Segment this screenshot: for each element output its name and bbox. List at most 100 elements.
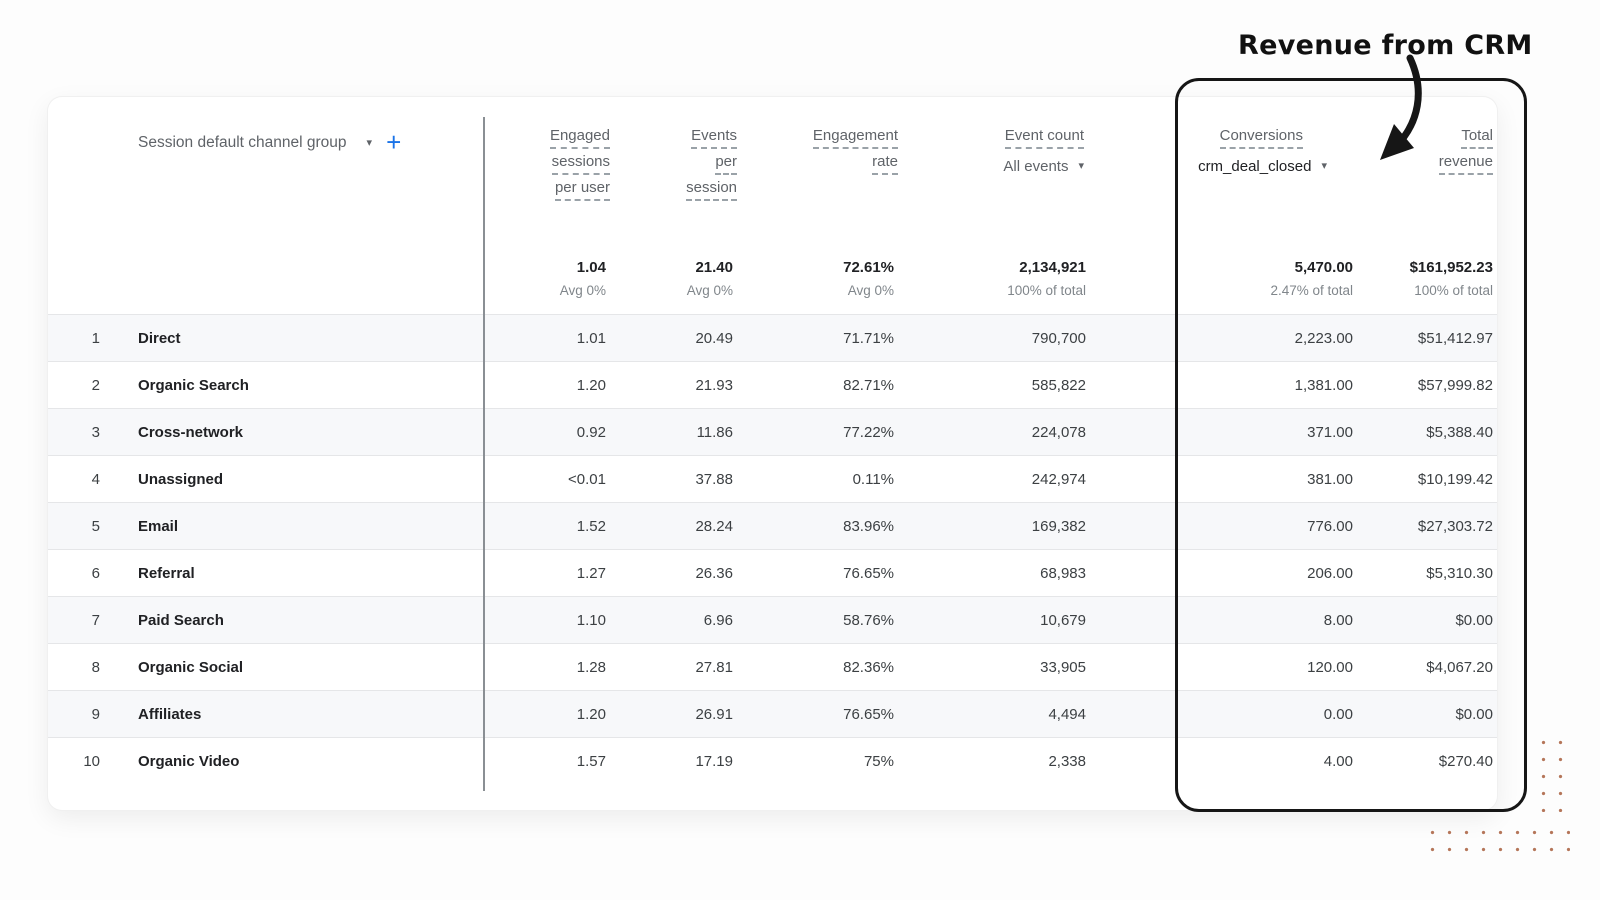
metric-value: $0.00 xyxy=(1357,706,1497,723)
sortable-header-label[interactable]: Event count xyxy=(1005,127,1084,149)
dimension-header-label[interactable]: Session default channel group xyxy=(138,133,347,153)
metric-value: $270.40 xyxy=(1357,753,1497,770)
metric-value: $27,303.72 xyxy=(1357,518,1497,535)
metric-value: 2,338 xyxy=(898,753,1090,770)
chevron-down-icon[interactable]: ▾ xyxy=(1321,156,1327,176)
sortable-header-label[interactable]: session xyxy=(686,179,737,201)
metric-value: 224,078 xyxy=(898,424,1090,441)
metric-value: 371.00 xyxy=(1090,424,1357,441)
metric-value: 0.11% xyxy=(737,471,898,488)
total-metric: 2,134,921 100% of total xyxy=(898,240,1090,314)
chevron-down-icon[interactable]: ▾ xyxy=(367,133,373,153)
total-metric: 72.61% Avg 0% xyxy=(737,240,898,314)
channel-name: Organic Video xyxy=(108,753,483,770)
sortable-header-label[interactable]: Engaged xyxy=(550,127,610,149)
table-row: 7 Paid Search 1.10 6.96 58.76% 10,679 8.… xyxy=(48,596,1497,643)
sortable-header-label[interactable]: Engagement xyxy=(813,127,898,149)
conversion-event-selector-label[interactable]: crm_deal_closed xyxy=(1198,158,1311,175)
sortable-header-label[interactable]: rate xyxy=(872,153,898,175)
sortable-header-label[interactable]: per user xyxy=(555,179,610,201)
dimension-metrics-divider xyxy=(483,117,485,791)
report-table-card: Session default channel group ▾ + Engage… xyxy=(48,97,1497,810)
metric-value: 1.10 xyxy=(483,612,610,629)
totals-row: 1.04 Avg 0% 21.40 Avg 0% 72.61% Avg 0% 2… xyxy=(48,240,1497,314)
metric-value: 381.00 xyxy=(1090,471,1357,488)
metric-value: 33,905 xyxy=(898,659,1090,676)
table-body: 1 Direct 1.01 20.49 71.71% 790,700 2,223… xyxy=(48,314,1497,784)
metric-value: 0.00 xyxy=(1090,706,1357,723)
total-value: 2,134,921 xyxy=(898,258,1086,278)
row-number: 9 xyxy=(48,706,108,723)
table-row: 5 Email 1.52 28.24 83.96% 169,382 776.00… xyxy=(48,502,1497,549)
total-metric: $161,952.23 100% of total xyxy=(1357,240,1497,314)
metric-value: 11.86 xyxy=(610,424,737,441)
total-metric: 21.40 Avg 0% xyxy=(610,240,737,314)
total-value: 72.61% xyxy=(737,258,894,278)
total-value: 1.04 xyxy=(483,258,606,278)
metric-value: 4.00 xyxy=(1090,753,1357,770)
metric-value: 776.00 xyxy=(1090,518,1357,535)
row-number: 5 xyxy=(48,518,108,535)
column-header-conversions: Conversions crm_deal_closed ▾ xyxy=(1090,97,1357,240)
table-row: 6 Referral 1.27 26.36 76.65% 68,983 206.… xyxy=(48,549,1497,596)
metric-value: 1.57 xyxy=(483,753,610,770)
row-number: 2 xyxy=(48,377,108,394)
metric-value: 76.65% xyxy=(737,565,898,582)
sortable-header-label[interactable]: Conversions xyxy=(1220,127,1303,149)
sortable-header-label[interactable]: Total xyxy=(1461,127,1493,149)
event-count-selector[interactable]: All events ▾ xyxy=(898,156,1084,176)
chevron-down-icon[interactable]: ▾ xyxy=(1078,156,1084,176)
table-row: 4 Unassigned <0.01 37.88 0.11% 242,974 3… xyxy=(48,455,1497,502)
add-dimension-button[interactable]: + xyxy=(386,129,401,155)
sortable-header-label[interactable]: per xyxy=(715,153,737,175)
channel-name: Organic Search xyxy=(108,377,483,394)
event-count-selector-label[interactable]: All events xyxy=(1003,158,1068,175)
metric-value: 71.71% xyxy=(737,330,898,347)
sortable-header-label[interactable]: sessions xyxy=(552,153,610,175)
conversion-event-selector[interactable]: crm_deal_closed ▾ xyxy=(1090,156,1327,176)
sortable-header-label[interactable]: Events xyxy=(691,127,737,149)
table-row: 8 Organic Social 1.28 27.81 82.36% 33,90… xyxy=(48,643,1497,690)
metric-value: 27.81 xyxy=(610,659,737,676)
metric-value: 17.19 xyxy=(610,753,737,770)
total-metric: 5,470.00 2.47% of total xyxy=(1090,240,1357,314)
total-value: 21.40 xyxy=(610,258,733,278)
column-header-engagement-rate: Engagement rate xyxy=(737,97,898,240)
channel-name: Paid Search xyxy=(108,612,483,629)
metric-value: 20.49 xyxy=(610,330,737,347)
metric-value: 83.96% xyxy=(737,518,898,535)
metric-value: 26.36 xyxy=(610,565,737,582)
metric-value: 68,983 xyxy=(898,565,1090,582)
metric-value: 28.24 xyxy=(610,518,737,535)
metric-value: 1.52 xyxy=(483,518,610,535)
column-header-events-per-session: Events per session xyxy=(610,97,737,240)
row-number: 6 xyxy=(48,565,108,582)
row-number: 7 xyxy=(48,612,108,629)
channel-name: Cross-network xyxy=(108,424,483,441)
curved-arrow-icon xyxy=(1358,50,1440,172)
dimension-header: Session default channel group ▾ + xyxy=(108,97,483,240)
metric-value: 1.20 xyxy=(483,377,610,394)
metric-value: 2,223.00 xyxy=(1090,330,1357,347)
table-row: 3 Cross-network 0.92 11.86 77.22% 224,07… xyxy=(48,408,1497,455)
sortable-header-label[interactable]: revenue xyxy=(1439,153,1493,175)
table-row: 9 Affiliates 1.20 26.91 76.65% 4,494 0.0… xyxy=(48,690,1497,737)
total-metric: 1.04 Avg 0% xyxy=(483,240,610,314)
row-number-header-spacer xyxy=(48,97,108,240)
metric-value: 76.65% xyxy=(737,706,898,723)
metric-value: 1,381.00 xyxy=(1090,377,1357,394)
total-sublabel: 100% of total xyxy=(898,281,1086,301)
table-row: 1 Direct 1.01 20.49 71.71% 790,700 2,223… xyxy=(48,314,1497,361)
metric-value: 26.91 xyxy=(610,706,737,723)
metric-value: 8.00 xyxy=(1090,612,1357,629)
metric-value: 82.71% xyxy=(737,377,898,394)
metric-value: 75% xyxy=(737,753,898,770)
channel-name: Email xyxy=(108,518,483,535)
dot-grid-decoration xyxy=(1531,728,1569,812)
row-number: 1 xyxy=(48,330,108,347)
table-header-row: Session default channel group ▾ + Engage… xyxy=(48,97,1497,240)
row-number: 3 xyxy=(48,424,108,441)
row-number: 8 xyxy=(48,659,108,676)
metric-value: $10,199.42 xyxy=(1357,471,1497,488)
metric-value: 120.00 xyxy=(1090,659,1357,676)
